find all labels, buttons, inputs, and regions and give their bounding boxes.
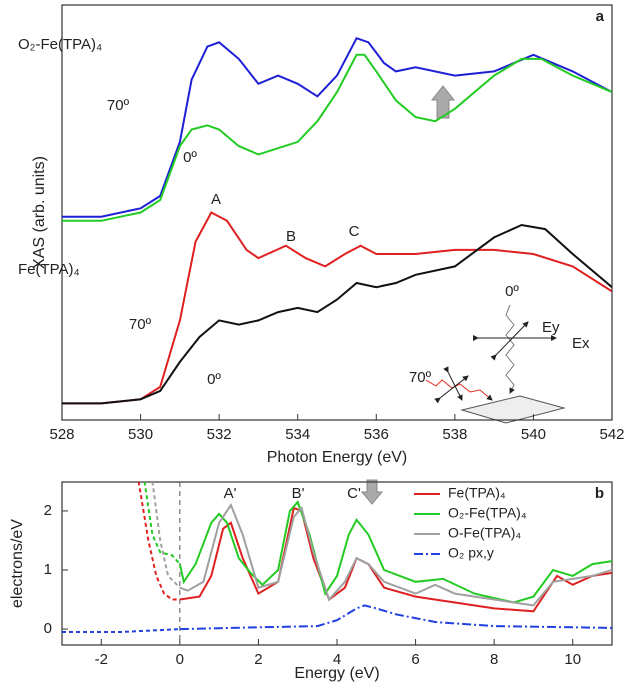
legend-label: O-Fe(TPA)₄ xyxy=(448,525,521,541)
x-tick-label: 0 xyxy=(176,651,184,668)
x-tick-label: 530 xyxy=(128,426,153,443)
annotation: Fe(TPA)₄ xyxy=(18,261,80,278)
x-tick-label: 534 xyxy=(285,426,310,443)
up-arrow xyxy=(430,85,456,119)
plot-area xyxy=(62,36,612,405)
annotation: C' xyxy=(347,485,361,502)
annotation: A xyxy=(211,191,221,208)
plot-frame xyxy=(61,4,613,421)
annotation: 0º xyxy=(207,371,221,388)
series-line xyxy=(62,36,612,218)
annotation: 70º xyxy=(107,97,130,114)
x-tick-label: 540 xyxy=(521,426,546,443)
annotation: A' xyxy=(224,485,237,502)
series-line xyxy=(62,223,612,405)
plot-area xyxy=(62,482,612,633)
annotation: 0º xyxy=(183,149,197,166)
x-tick-label: 538 xyxy=(442,426,467,443)
x-tick-label: 542 xyxy=(599,426,624,443)
legend-label: Fe(TPA)₄ xyxy=(448,485,506,501)
series-line xyxy=(143,482,181,565)
series-line xyxy=(151,482,181,589)
annotation: 0º xyxy=(505,283,519,300)
series-line xyxy=(179,506,612,613)
series-line xyxy=(62,211,612,405)
x-tick-label: 2 xyxy=(254,651,262,668)
y-tick-label: 2 xyxy=(44,502,52,519)
annotation: B' xyxy=(292,485,305,502)
x-axis-label: Energy (eV) xyxy=(294,665,379,682)
x-tick-label: 536 xyxy=(364,426,389,443)
x-axis-label: Photon Energy (eV) xyxy=(267,449,408,466)
x-tick-label: 528 xyxy=(49,426,74,443)
y-tick-label: 0 xyxy=(44,620,52,637)
annotation: B xyxy=(286,228,296,245)
x-tick-label: 10 xyxy=(564,651,581,668)
annotation: Ex xyxy=(572,335,590,352)
inset-diagram xyxy=(425,304,566,424)
annotation: C xyxy=(349,223,360,240)
series-line xyxy=(137,482,180,601)
y-axis-label: electrons/eV xyxy=(9,519,26,608)
annotation: 70º xyxy=(409,369,432,386)
series-line xyxy=(62,628,180,633)
annotation: O₂-Fe(TPA)₄ xyxy=(18,36,102,53)
series-line xyxy=(62,53,612,222)
annotation: 70º xyxy=(129,316,152,333)
legend-label: O₂ px,y xyxy=(448,545,494,561)
legend-label: O₂-Fe(TPA)₄ xyxy=(448,505,527,521)
series-line xyxy=(179,502,612,607)
y-tick-label: 1 xyxy=(44,561,52,578)
panel-label: a xyxy=(596,8,605,25)
x-tick-label: -2 xyxy=(95,651,108,668)
x-tick-label: 4 xyxy=(333,651,341,668)
annotation: Ey xyxy=(542,319,560,336)
down-arrow xyxy=(360,479,384,505)
x-tick-label: 8 xyxy=(490,651,498,668)
panel-label: b xyxy=(595,485,604,502)
x-tick-label: 532 xyxy=(207,426,232,443)
y-axis-label: XAS (arb. units) xyxy=(31,156,48,269)
x-tick-label: 6 xyxy=(411,651,419,668)
series-line xyxy=(179,604,612,631)
